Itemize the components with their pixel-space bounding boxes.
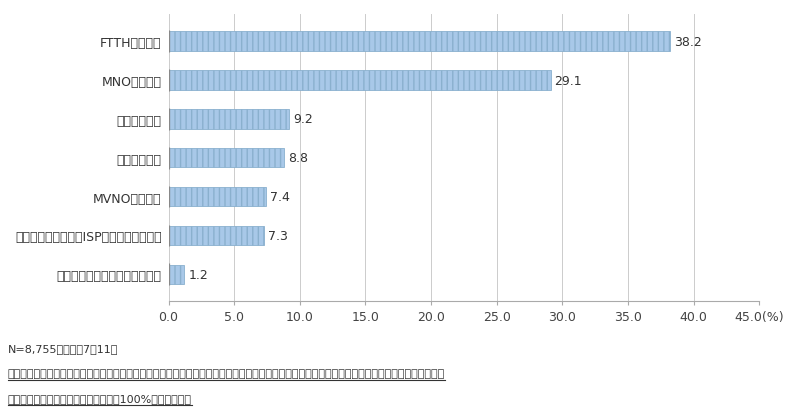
Text: 38.2: 38.2 [674,36,702,49]
Bar [169,71,551,90]
Bar [169,149,284,168]
Bar [169,188,266,207]
Text: 7.4: 7.4 [269,191,289,204]
Text: N=8,755　期間：7～11月: N=8,755 期間：7～11月 [8,343,118,353]
Text: 複数選択のため、合計は必ずしも100%にならない。: 複数選択のため、合計は必ずしも100%にならない。 [8,393,192,403]
Bar [169,110,289,129]
Text: 注：「プロバイダ」には、アクセス回線と一体的に提供されるサービスを「プロバイダ」と表現したため計上されている事例が多く含まれている。: 注：「プロバイダ」には、アクセス回線と一体的に提供されるサービスを「プロバイダ」… [8,368,445,378]
Text: 9.2: 9.2 [293,113,313,126]
Text: 1.2: 1.2 [189,268,208,281]
Bar [169,265,185,284]
Bar [169,32,670,52]
Bar [169,226,264,246]
Text: 29.1: 29.1 [555,74,582,87]
Text: 7.3: 7.3 [268,229,288,242]
Text: 8.8: 8.8 [288,152,308,165]
